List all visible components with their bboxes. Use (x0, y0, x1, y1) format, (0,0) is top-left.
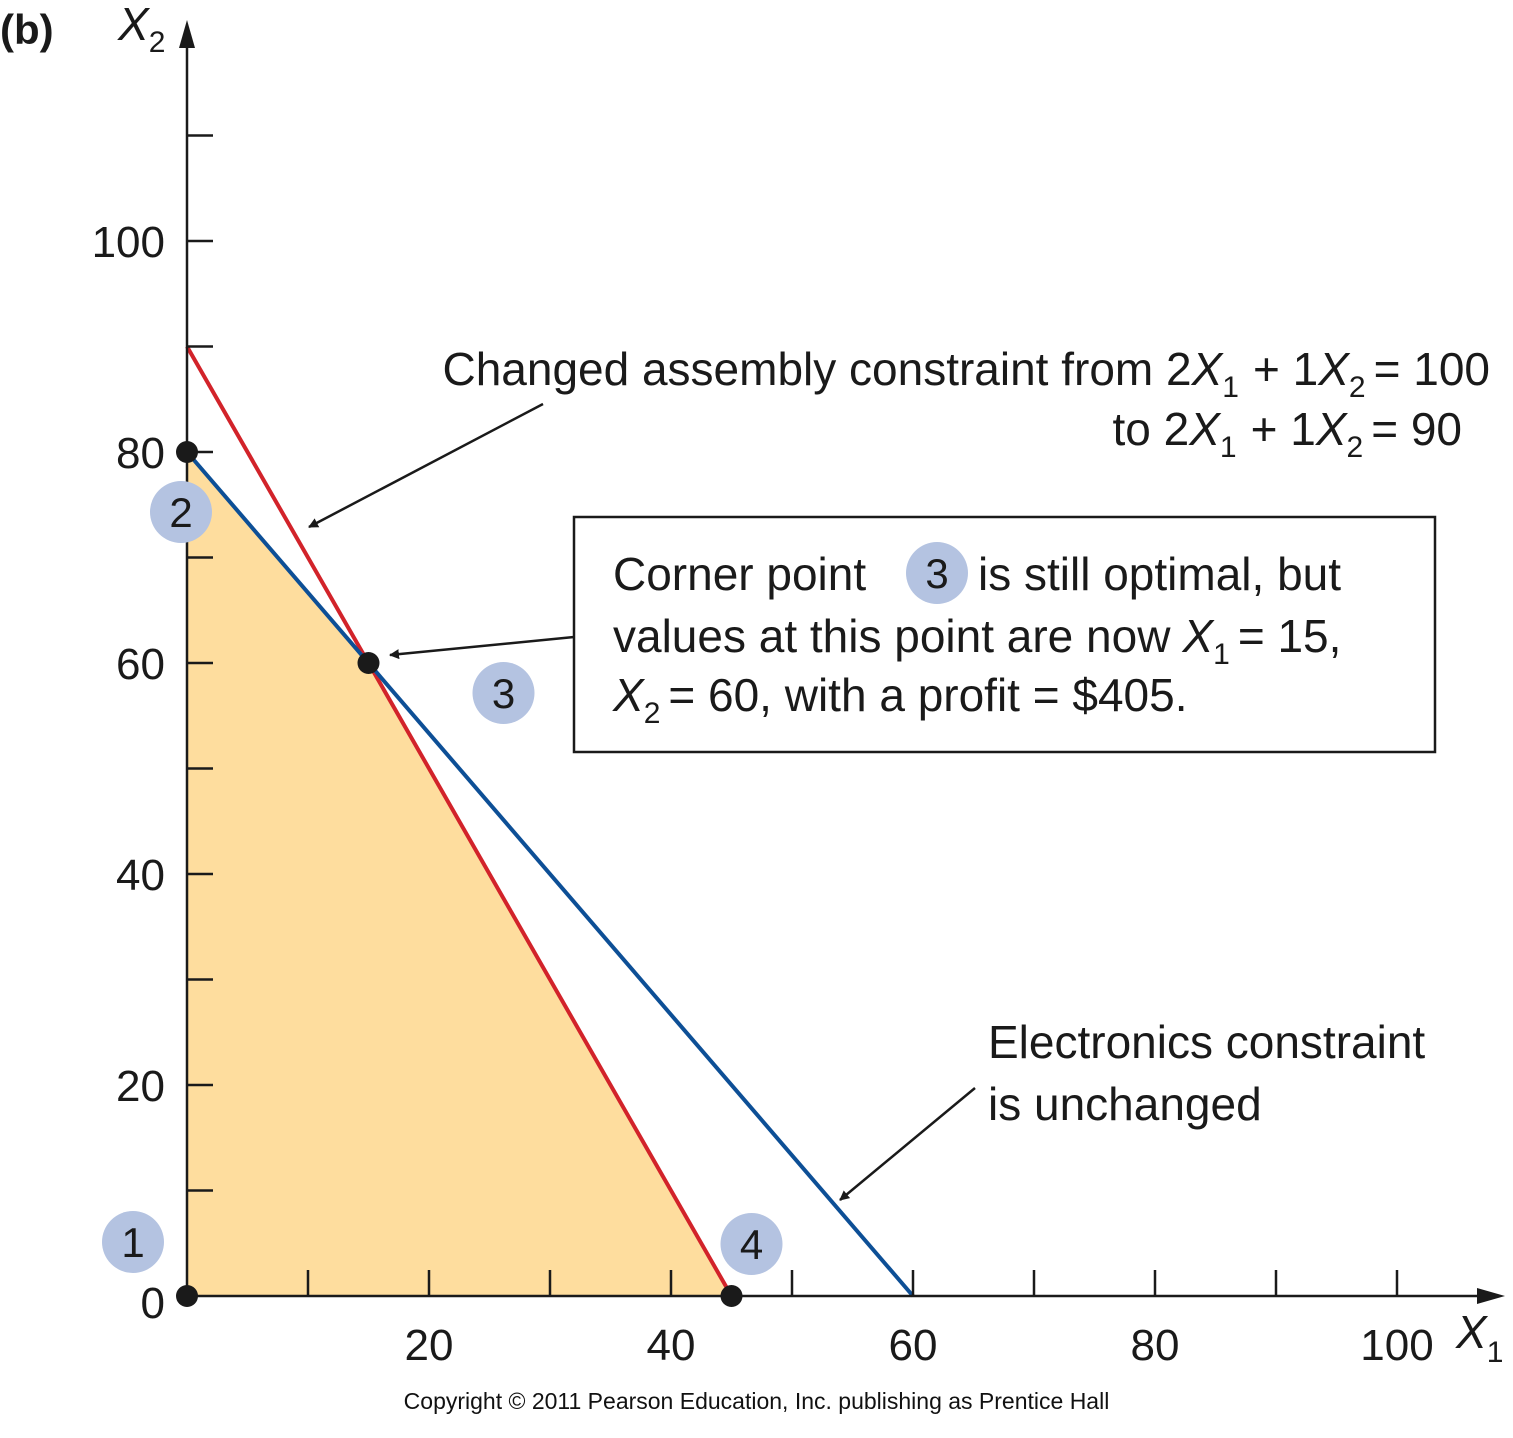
y-tick-label-100: 100 (92, 218, 165, 267)
corner-point-1 (176, 1285, 198, 1307)
assembly-constraint-line (185, 345, 734, 1297)
x-axis-label: X1 (1455, 1306, 1503, 1369)
corner-badge-label-3: 3 (492, 670, 515, 717)
y-tick-label-0: 0 (141, 1279, 165, 1328)
y-axis-tick-labels: 0 20 40 60 80 100 (92, 218, 165, 1328)
electronics-constraint-line (185, 450, 915, 1298)
callout-line1-start: Corner point (613, 548, 866, 600)
y-axis-label: X2 (117, 0, 165, 59)
corner-badges: 1 2 3 4 (102, 481, 783, 1275)
axes: 20 40 60 80 100 0 20 40 60 80 100 (92, 20, 1505, 1370)
optimal-callout-box (572, 515, 1437, 754)
y-tick-label-60: 60 (116, 640, 165, 689)
electronics-annotation-line1: Electronics constraint (988, 1016, 1425, 1068)
electronics-annotation-arrow (839, 1087, 976, 1201)
x-axis-arrow (1477, 1288, 1505, 1304)
corner-badge-label-2: 2 (169, 489, 192, 536)
x-axis-tick-labels: 20 40 60 80 100 (405, 1321, 1434, 1370)
corner-badge-3 (472, 662, 535, 724)
callout-line2: values at this point are now X1 = 15, (613, 610, 1341, 671)
corner-badge-1 (102, 1211, 164, 1273)
feasible-region (187, 452, 732, 1296)
callout-line3: X2 = 60, with a profit = $405. (612, 669, 1188, 730)
y-tick-label-80: 80 (116, 429, 165, 478)
corner-badge-2 (150, 481, 212, 543)
assembly-annotation-arrow (308, 402, 544, 529)
x-tick-label-20: 20 (405, 1321, 454, 1370)
corner-point-2 (176, 441, 198, 463)
callout-line1-end: is still optimal, but (978, 548, 1341, 600)
callout-badge-label: 3 (925, 550, 948, 597)
x-tick-label-100: 100 (1360, 1321, 1433, 1370)
x-tick-label-40: 40 (647, 1321, 696, 1370)
y-tick-label-40: 40 (116, 851, 165, 900)
corner-badge-label-4: 4 (740, 1221, 763, 1268)
corner-badge-label-1: 1 (121, 1219, 144, 1266)
corner-points (176, 441, 743, 1307)
corner-point-4 (720, 1285, 743, 1307)
corner-point-3 (357, 652, 380, 674)
assembly-annotation-line2: to 2X1 + 1X2 = 90 (1112, 403, 1462, 464)
x-axis-ticks (306, 1270, 1399, 1296)
electronics-annotation-line2: is unchanged (988, 1078, 1262, 1130)
y-axis-arrow (179, 20, 195, 48)
x-tick-label-60: 60 (889, 1321, 938, 1370)
copyright-notice: Copyright © 2011 Pearson Education, Inc.… (403, 1388, 1110, 1414)
panel-label: (b) (0, 6, 54, 53)
corner-badge-4 (720, 1213, 783, 1275)
callout-arrow (389, 635, 575, 660)
assembly-annotation-line1: Changed assembly constraint from 2X1 + 1X… (442, 343, 1490, 404)
y-tick-label-20: 20 (116, 1062, 165, 1111)
callout-badge (906, 542, 968, 604)
x-tick-label-80: 80 (1131, 1321, 1180, 1370)
